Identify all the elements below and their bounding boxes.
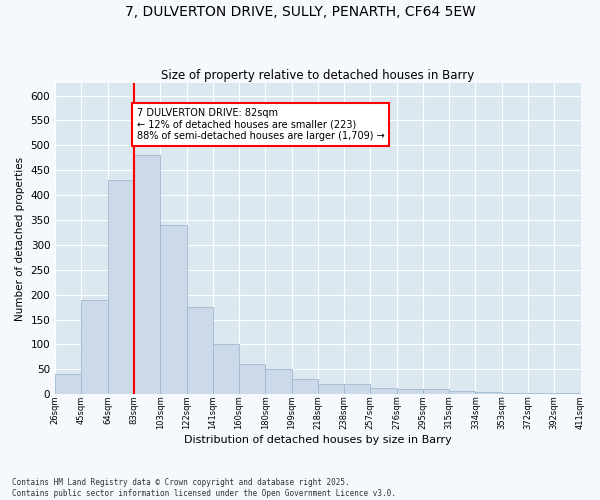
Bar bbox=[423, 389, 449, 394]
Y-axis label: Number of detached properties: Number of detached properties bbox=[15, 156, 25, 320]
Bar bbox=[502, 392, 528, 394]
Bar bbox=[239, 364, 265, 394]
Bar bbox=[449, 390, 475, 394]
Bar bbox=[213, 344, 239, 394]
Bar bbox=[265, 370, 292, 394]
Bar bbox=[82, 300, 108, 394]
Bar bbox=[370, 388, 397, 394]
Bar bbox=[318, 384, 344, 394]
Bar bbox=[292, 380, 318, 394]
Bar bbox=[528, 392, 554, 394]
Text: 7 DULVERTON DRIVE: 82sqm
← 12% of detached houses are smaller (223)
88% of semi-: 7 DULVERTON DRIVE: 82sqm ← 12% of detach… bbox=[137, 108, 385, 141]
Bar bbox=[160, 225, 187, 394]
Title: Size of property relative to detached houses in Barry: Size of property relative to detached ho… bbox=[161, 69, 475, 82]
Text: 7, DULVERTON DRIVE, SULLY, PENARTH, CF64 5EW: 7, DULVERTON DRIVE, SULLY, PENARTH, CF64… bbox=[125, 5, 475, 19]
Bar bbox=[55, 374, 82, 394]
Bar bbox=[397, 389, 423, 394]
Bar bbox=[554, 392, 581, 394]
Bar bbox=[475, 392, 502, 394]
Bar bbox=[187, 307, 213, 394]
Text: Contains HM Land Registry data © Crown copyright and database right 2025.
Contai: Contains HM Land Registry data © Crown c… bbox=[12, 478, 396, 498]
Bar bbox=[134, 156, 160, 394]
Bar bbox=[108, 180, 134, 394]
Bar bbox=[344, 384, 370, 394]
X-axis label: Distribution of detached houses by size in Barry: Distribution of detached houses by size … bbox=[184, 435, 452, 445]
